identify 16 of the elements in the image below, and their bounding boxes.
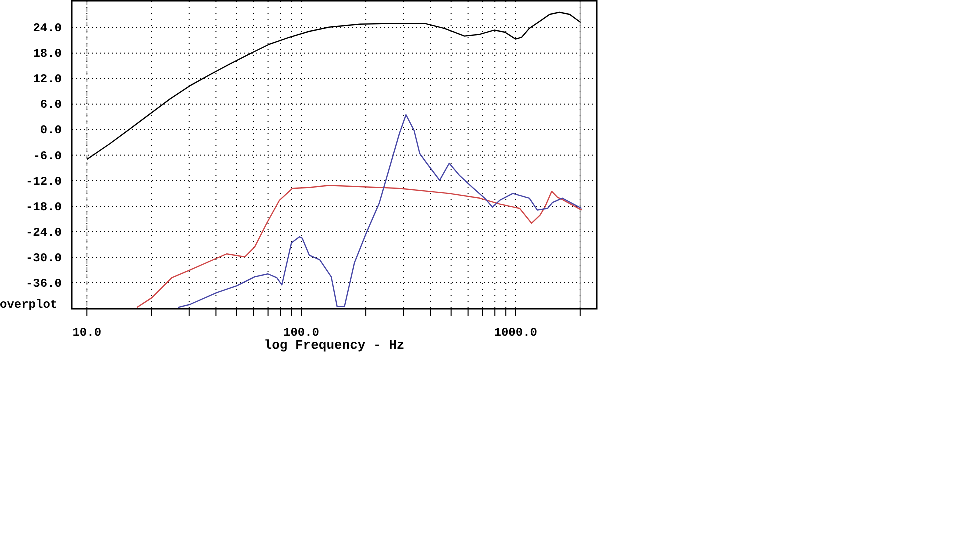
y-tick-label: -6.0 bbox=[33, 149, 62, 164]
x-axis-title: log Frequency - Hz bbox=[264, 338, 405, 353]
x-tick-label: 10.0 bbox=[72, 326, 102, 340]
text: overplot bbox=[0, 298, 58, 312]
y-tick-label: -18.0 bbox=[26, 200, 62, 214]
y-tick-label: -36.0 bbox=[26, 276, 62, 291]
y-tick-label: -12.0 bbox=[26, 174, 62, 189]
y-tick-label: 24.0 bbox=[33, 22, 62, 36]
y-tick-label: 6.0 bbox=[40, 98, 62, 112]
y-tick-label: 12.0 bbox=[33, 72, 62, 87]
y-tick-label: 18.0 bbox=[33, 47, 62, 62]
x-tick-label: 100.0 bbox=[284, 326, 320, 340]
y-tick-label: 0.0 bbox=[40, 124, 62, 138]
x-tick-label: 1000.0 bbox=[494, 326, 538, 340]
y-tick-label: -24.0 bbox=[26, 226, 62, 240]
y-tick-label: -30.0 bbox=[26, 251, 62, 266]
